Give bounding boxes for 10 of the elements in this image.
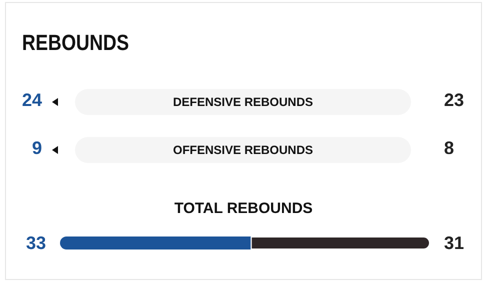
chart-title: TOTAL REBOUNDS (174, 200, 313, 217)
text: 24 (22, 90, 42, 111)
text: OFFENSIVE REBOUNDS (172, 143, 314, 157)
text: REBOUNDS (22, 30, 130, 56)
text: 8 (444, 138, 454, 159)
data-label: 31 (444, 233, 464, 253)
text: DEFENSIVE REBOUNDS (172, 95, 314, 109)
text: 23 (444, 90, 464, 111)
data-label: 33 (26, 233, 46, 253)
text: 9 (32, 138, 42, 159)
